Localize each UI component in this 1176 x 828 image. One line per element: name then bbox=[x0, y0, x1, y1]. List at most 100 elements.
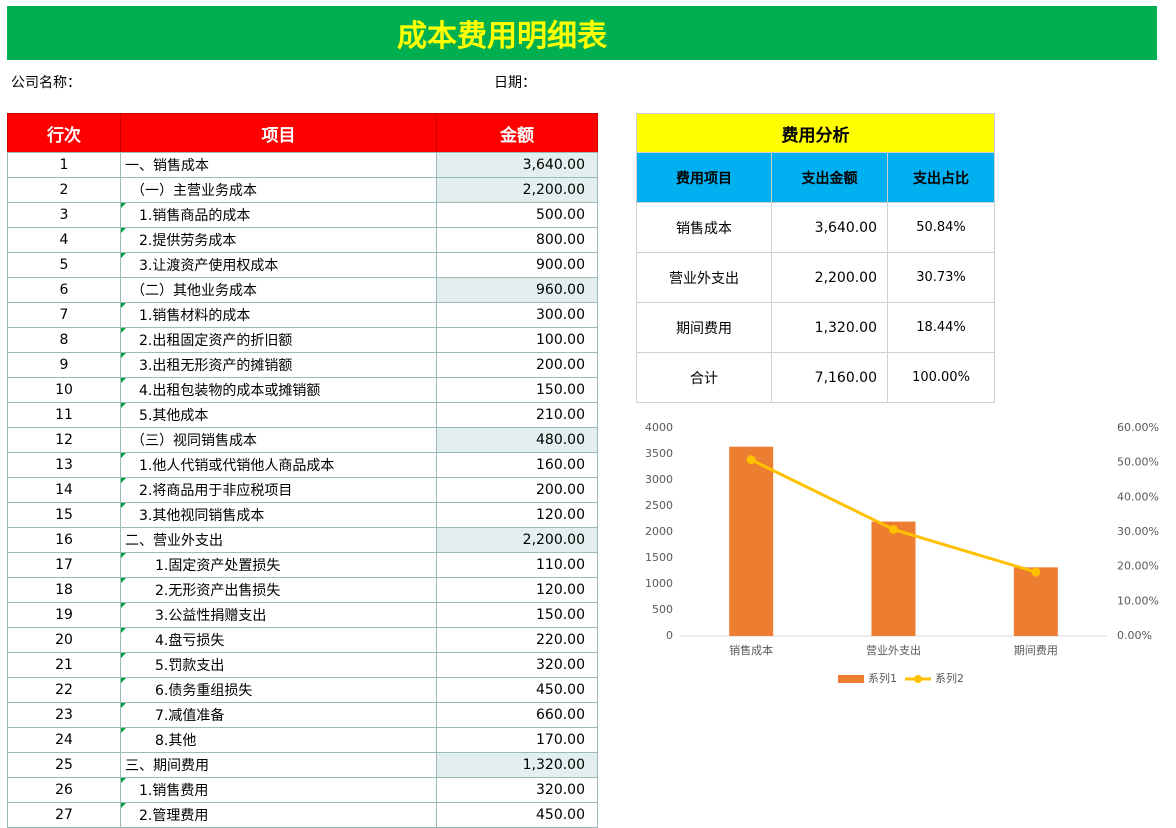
amount: 150.00 bbox=[436, 377, 598, 403]
item: （一）主营业务成本 bbox=[120, 177, 437, 203]
y-tick-label: 4000 bbox=[645, 421, 673, 434]
amount: 120.00 bbox=[436, 577, 598, 603]
cell-marker bbox=[121, 378, 126, 383]
summary-header: 支出金额 bbox=[771, 152, 888, 203]
amount: 800.00 bbox=[436, 227, 598, 253]
y-tick-label: 1000 bbox=[645, 577, 673, 590]
legend-swatch bbox=[838, 675, 864, 683]
item: 1.他人代销或代销他人商品成本 bbox=[120, 452, 437, 478]
x-tick-label: 期间费用 bbox=[1014, 644, 1058, 657]
summary-share: 100.00% bbox=[887, 352, 995, 403]
item: 4.盘亏损失 bbox=[120, 627, 437, 653]
date-label: 日期： bbox=[494, 75, 536, 91]
bar bbox=[1013, 567, 1058, 636]
summary-amount: 3,640.00 bbox=[771, 202, 888, 253]
cell-marker bbox=[121, 553, 126, 558]
y-tick-label: 0 bbox=[666, 629, 673, 642]
amount: 500.00 bbox=[436, 202, 598, 228]
row-number: 6 bbox=[7, 277, 121, 303]
row-number: 18 bbox=[7, 577, 121, 603]
cell-marker bbox=[121, 728, 126, 733]
cell-marker bbox=[121, 478, 126, 483]
summary-title: 费用分析 bbox=[636, 113, 995, 153]
column-header: 项目 bbox=[120, 113, 437, 153]
item: 1.销售商品的成本 bbox=[120, 202, 437, 228]
cell-marker bbox=[121, 203, 126, 208]
summary-item: 销售成本 bbox=[636, 202, 772, 253]
amount: 160.00 bbox=[436, 452, 598, 478]
amount: 110.00 bbox=[436, 552, 598, 578]
cell-marker bbox=[121, 328, 126, 333]
line-marker bbox=[746, 455, 756, 465]
item: 二、营业外支出 bbox=[120, 527, 437, 553]
legend-label: 系列2 bbox=[935, 671, 964, 685]
row-number: 12 bbox=[7, 427, 121, 453]
amount: 2,200.00 bbox=[436, 527, 598, 553]
row-number: 9 bbox=[7, 352, 121, 378]
item: 2.提供劳务成本 bbox=[120, 227, 437, 253]
item: 2.出租固定资产的折旧额 bbox=[120, 327, 437, 353]
summary-share: 50.84% bbox=[887, 202, 995, 253]
amount: 300.00 bbox=[436, 302, 598, 328]
y-tick-label: 500 bbox=[652, 603, 673, 616]
x-tick-label: 营业外支出 bbox=[866, 643, 921, 657]
y-tick-label: 2000 bbox=[645, 525, 673, 538]
item: 8.其他 bbox=[120, 727, 437, 753]
summary-amount: 7,160.00 bbox=[771, 352, 888, 403]
amount: 150.00 bbox=[436, 602, 598, 628]
cell-marker bbox=[121, 303, 126, 308]
row-number: 22 bbox=[7, 677, 121, 703]
item: 1.销售材料的成本 bbox=[120, 302, 437, 328]
row-number: 3 bbox=[7, 202, 121, 228]
item: 三、期间费用 bbox=[120, 752, 437, 778]
y2-tick-label: 20.00% bbox=[1117, 560, 1159, 573]
row-number: 23 bbox=[7, 702, 121, 728]
line-marker bbox=[1031, 567, 1041, 577]
item: 3.出租无形资产的摊销额 bbox=[120, 352, 437, 378]
y-tick-label: 3000 bbox=[645, 473, 673, 486]
row-number: 19 bbox=[7, 602, 121, 628]
amount: 1,320.00 bbox=[436, 752, 598, 778]
bar bbox=[729, 446, 774, 636]
y2-tick-label: 60.00% bbox=[1117, 421, 1159, 434]
summary-item: 合计 bbox=[636, 352, 772, 403]
row-number: 14 bbox=[7, 477, 121, 503]
item: 2.将商品用于非应税项目 bbox=[120, 477, 437, 503]
cell-marker bbox=[121, 253, 126, 258]
item: 3.其他视同销售成本 bbox=[120, 502, 437, 528]
row-number: 2 bbox=[7, 177, 121, 203]
y-tick-label: 3500 bbox=[645, 447, 673, 460]
line-marker bbox=[889, 524, 898, 534]
legend-swatch bbox=[914, 675, 922, 683]
cell-marker bbox=[121, 778, 126, 783]
x-tick-label: 销售成本 bbox=[729, 643, 773, 657]
summary-header: 费用项目 bbox=[636, 152, 772, 203]
amount: 2,200.00 bbox=[436, 177, 598, 203]
cell-marker bbox=[121, 353, 126, 358]
row-number: 1 bbox=[7, 152, 121, 178]
row-number: 4 bbox=[7, 227, 121, 253]
row-number: 8 bbox=[7, 327, 121, 353]
summary-item: 营业外支出 bbox=[636, 252, 772, 303]
amount: 480.00 bbox=[436, 427, 598, 453]
amount: 3,640.00 bbox=[436, 152, 598, 178]
item: 4.出租包装物的成本或摊销额 bbox=[120, 377, 437, 403]
summary-header: 支出占比 bbox=[887, 152, 995, 203]
y2-tick-label: 40.00% bbox=[1117, 490, 1159, 503]
y-tick-label: 2500 bbox=[645, 499, 673, 512]
item: 3.公益性捐赠支出 bbox=[120, 602, 437, 628]
cell-marker bbox=[121, 703, 126, 708]
y2-tick-label: 30.00% bbox=[1117, 525, 1159, 538]
row-number: 10 bbox=[7, 377, 121, 403]
item: 3.让渡资产使用权成本 bbox=[120, 252, 437, 278]
amount: 200.00 bbox=[436, 352, 598, 378]
y2-tick-label: 50.00% bbox=[1117, 456, 1159, 469]
column-header: 行次 bbox=[7, 113, 121, 153]
amount: 120.00 bbox=[436, 502, 598, 528]
title: 成本费用明细表 bbox=[397, 19, 607, 54]
amount: 170.00 bbox=[436, 727, 598, 753]
row-number: 15 bbox=[7, 502, 121, 528]
summary-share: 30.73% bbox=[887, 252, 995, 303]
row-number: 26 bbox=[7, 777, 121, 803]
